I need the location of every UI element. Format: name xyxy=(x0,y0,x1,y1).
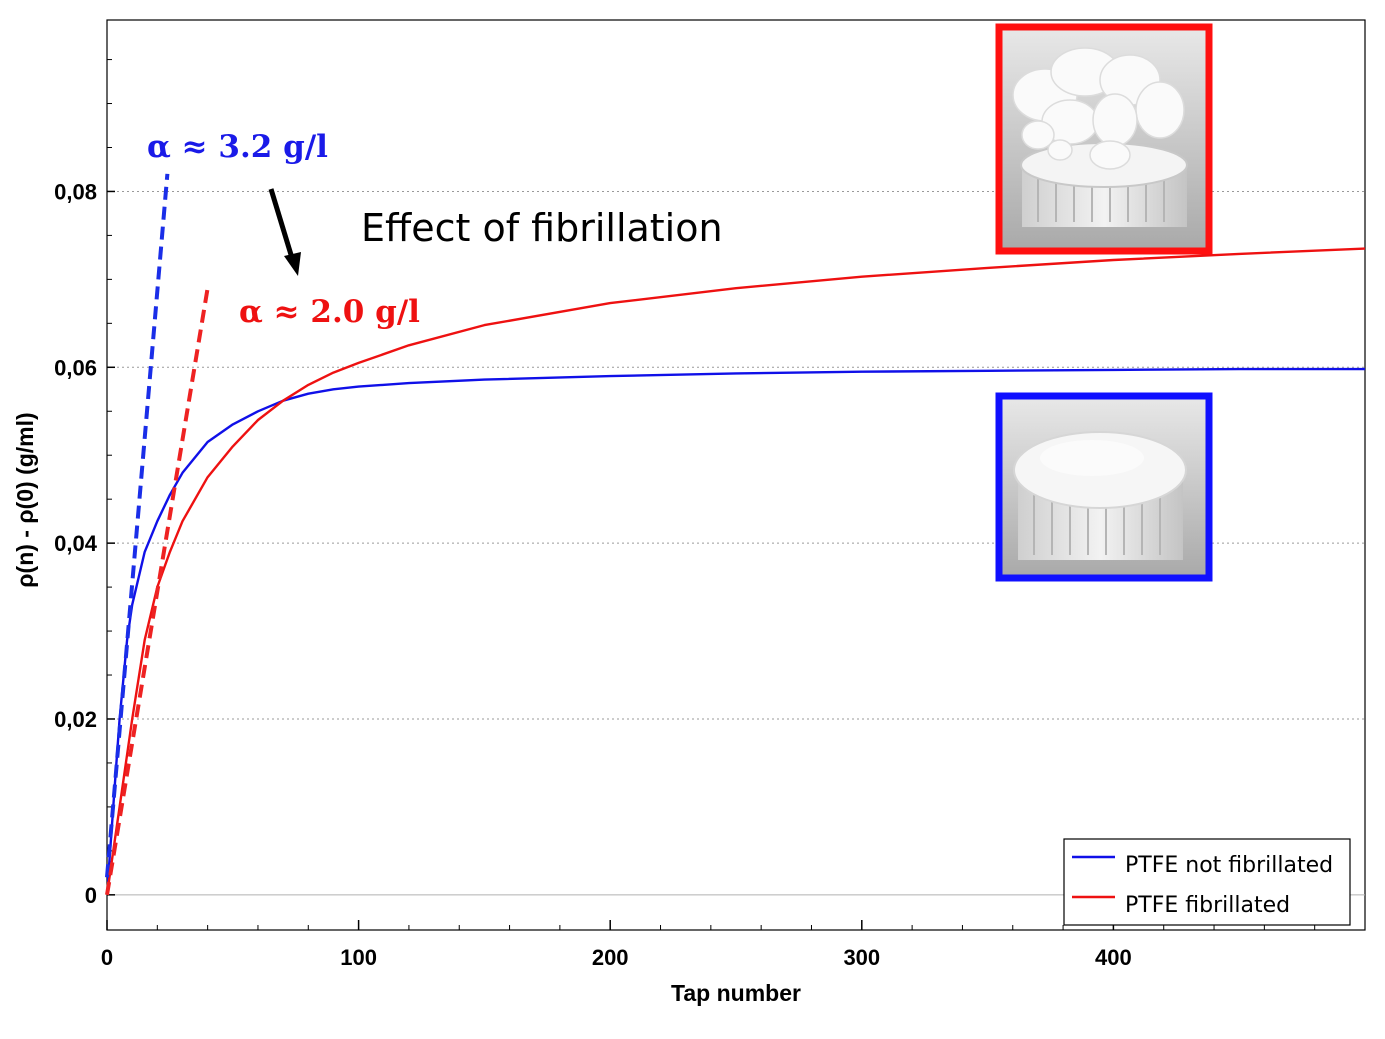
slope-line-0 xyxy=(105,173,170,878)
y-axis-ticks: 0 0,02 0,04 0,06 0,08 xyxy=(54,179,115,908)
series-line-1 xyxy=(107,247,1365,895)
x-tick-label: 100 xyxy=(340,945,377,970)
x-tick-label: 200 xyxy=(592,945,629,970)
y-axis-title: ρ(n) - ρ(0) (g/ml) xyxy=(12,412,38,587)
legend-label-not-fibrillated: PTFE not fibrillated xyxy=(1125,853,1333,878)
x-axis-title: Tap number xyxy=(671,980,801,1006)
powder-mound-icon xyxy=(1013,431,1187,509)
annotation-alpha-blue: α ≈ 3.2 g/l xyxy=(147,129,328,165)
y-tick-label: 0,04 xyxy=(54,531,98,556)
x-tick-label: 0 xyxy=(101,945,113,970)
annotation-alpha-red: α ≈ 2.0 g/l xyxy=(239,294,420,330)
y-tick-label: 0 xyxy=(85,883,97,908)
fibrous-powder-icon xyxy=(1012,47,1185,170)
inset-photo-fibrillated xyxy=(995,23,1213,255)
effect-arrow-icon xyxy=(268,188,301,276)
x-tick-label: 400 xyxy=(1095,945,1132,970)
y-tick-label: 0,02 xyxy=(54,707,97,732)
y-tick-label: 0,08 xyxy=(54,179,97,204)
annotation-effect-of-fibrillation: Effect of fibrillation xyxy=(361,206,723,250)
inset-photo-not-fibrillated xyxy=(995,392,1213,582)
x-tick-label: 300 xyxy=(843,945,880,970)
minor-ticks xyxy=(107,59,1316,930)
slope-line-1 xyxy=(105,287,210,896)
legend: PTFE not fibrillated PTFE fibrillated xyxy=(1063,838,1351,926)
legend-label-fibrillated: PTFE fibrillated xyxy=(1125,893,1290,918)
x-axis-ticks: 0 100 200 300 400 xyxy=(101,920,1132,970)
slope-lines xyxy=(105,173,210,896)
y-tick-label: 0,06 xyxy=(54,355,97,380)
